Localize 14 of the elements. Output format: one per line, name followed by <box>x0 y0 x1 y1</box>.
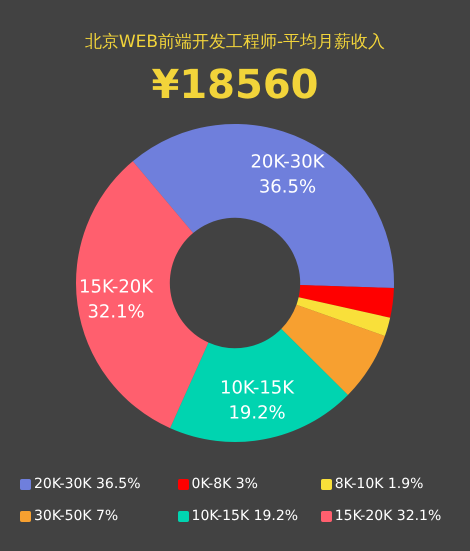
data-label: 32.1% <box>87 301 145 322</box>
legend-label: 0K-8K 3% <box>192 476 258 492</box>
category-label: 20K-30K 36.5% <box>34 476 140 492</box>
category-label: 10K-15K 19.2% <box>192 508 298 524</box>
slice-label: 20K-30K <box>250 152 326 173</box>
slice-label: 15K-20K <box>79 276 154 298</box>
chart-title: 北京WEB前端开发工程师-平均月薪收入 <box>84 31 386 52</box>
data-label: 19.2% <box>228 402 286 424</box>
chart-subtitle: ¥18560 <box>150 62 320 110</box>
data-label: 36.5% <box>258 176 316 198</box>
legend-label: 8K-10K 1.9% <box>334 476 424 492</box>
slice-label: 10K-15K <box>220 378 296 399</box>
category-label: 15K-20K 32.1% <box>334 508 442 524</box>
legend-label: 30K-50K 7% <box>34 508 118 524</box>
